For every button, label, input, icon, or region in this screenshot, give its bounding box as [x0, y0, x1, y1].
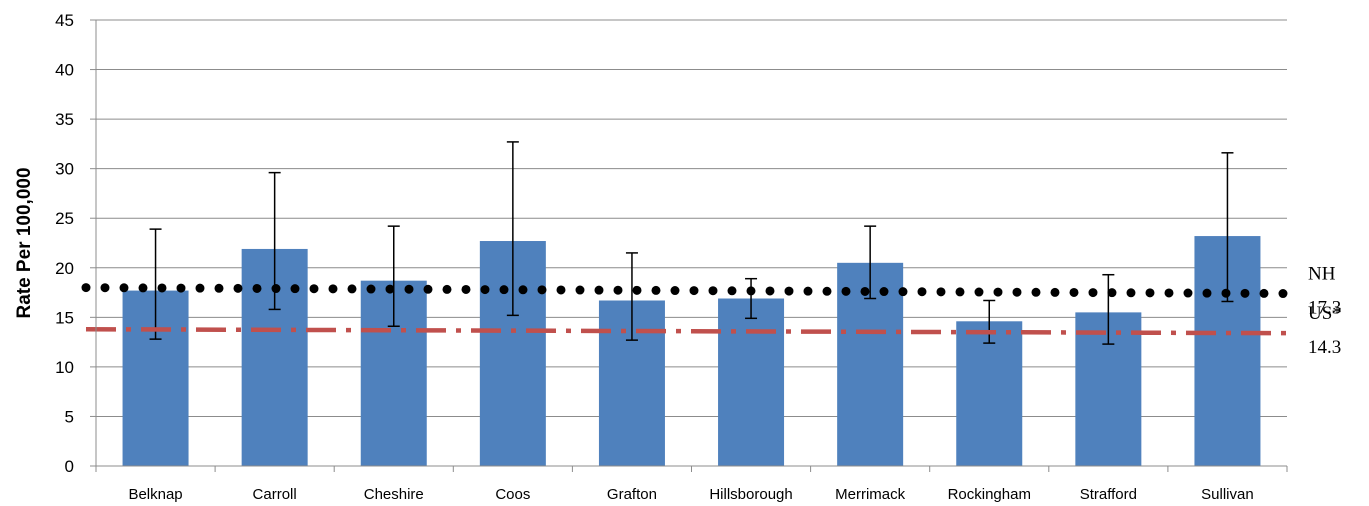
error-bar-rockingham	[983, 299, 996, 344]
error-bar-strafford	[1102, 273, 1115, 345]
x-tick-label: Coos	[495, 486, 530, 503]
x-tick-label: Sullivan	[1201, 486, 1254, 503]
error-bar-grafton	[625, 252, 638, 341]
error-bar-hillsborough	[745, 277, 758, 320]
x-tick-label: Hillsborough	[709, 486, 792, 503]
x-tick-label: Belknap	[128, 486, 182, 503]
x-axis-labels: Belknap Carroll Cheshire Coos Grafton Hillsbo…	[128, 486, 1253, 503]
reference-line-us	[85, 326, 1291, 336]
reference-label-value: 14.3	[1308, 337, 1341, 358]
y-tick-label: 0	[65, 457, 74, 476]
y-tick-label: 30	[55, 160, 74, 179]
y-tick-label: 25	[55, 209, 74, 228]
bars	[122, 236, 1261, 466]
error-bar-cheshire	[387, 225, 400, 328]
reference-label-value: 17.3	[1308, 298, 1341, 319]
error-bar-merrimack	[864, 225, 877, 300]
y-tick-label: 35	[55, 110, 74, 129]
x-tick-label: Grafton	[607, 486, 657, 503]
reference-line-labels: NH 17.3US* 14.3	[1308, 264, 1342, 359]
y-tick-label: 5	[65, 407, 74, 426]
y-axis-title: Rate Per 100,000	[14, 167, 35, 318]
y-tick-label: 45	[55, 11, 74, 30]
reference-lines	[81, 283, 1295, 336]
x-tick-label: Carroll	[253, 486, 297, 503]
reference-line-nh	[81, 283, 1295, 299]
y-tick-label: 40	[55, 61, 74, 80]
x-tick-label: Merrimack	[835, 486, 905, 503]
y-tick-label: 15	[55, 308, 74, 327]
error-bars	[149, 141, 1234, 345]
y-axis-ticks: 0 5 10 15 20 25 30 35 40 45	[55, 11, 96, 476]
reference-label-name: US*	[1308, 303, 1342, 324]
y-tick-label: 20	[55, 259, 74, 278]
reference-label-name: NH	[1308, 264, 1336, 285]
bar-hillsborough	[718, 298, 785, 466]
axes	[95, 20, 1288, 472]
x-tick-label: Cheshire	[364, 486, 424, 503]
error-bar-coos	[506, 141, 519, 317]
error-bar-belknap	[149, 228, 162, 340]
x-tick-label: Rockingham	[948, 486, 1031, 503]
y-tick-label: 10	[55, 358, 74, 377]
x-tick-label: Strafford	[1080, 486, 1137, 503]
bar-rockingham	[956, 321, 1023, 466]
error-bar-sullivan	[1221, 152, 1234, 303]
